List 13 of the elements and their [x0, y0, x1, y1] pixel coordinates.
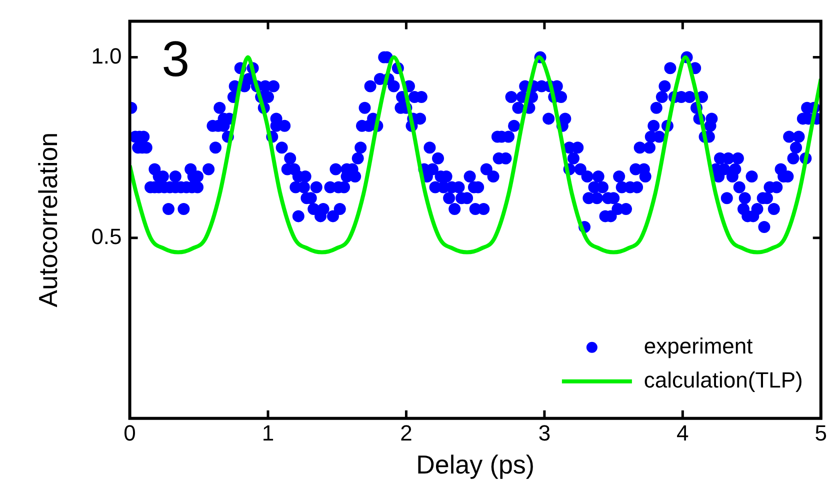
- x-tick-label: 3: [538, 420, 551, 446]
- legend-label: experiment: [644, 333, 753, 358]
- y-axis-title: Autocorrelation: [32, 132, 63, 308]
- y-tick-label: 0.5: [91, 224, 122, 249]
- x-tick-label: 4: [676, 420, 689, 446]
- annotation: 3: [162, 30, 190, 87]
- x-tick-label: 0: [124, 420, 136, 446]
- x-tick-label: 5: [814, 420, 828, 446]
- legend-label: calculation(TLP): [644, 367, 803, 392]
- x-axis-title: Delay (ps): [416, 450, 535, 480]
- x-tick-label: 1: [262, 420, 274, 446]
- y-tick-label: 1.0: [91, 43, 122, 68]
- x-tick-label: 2: [400, 420, 412, 446]
